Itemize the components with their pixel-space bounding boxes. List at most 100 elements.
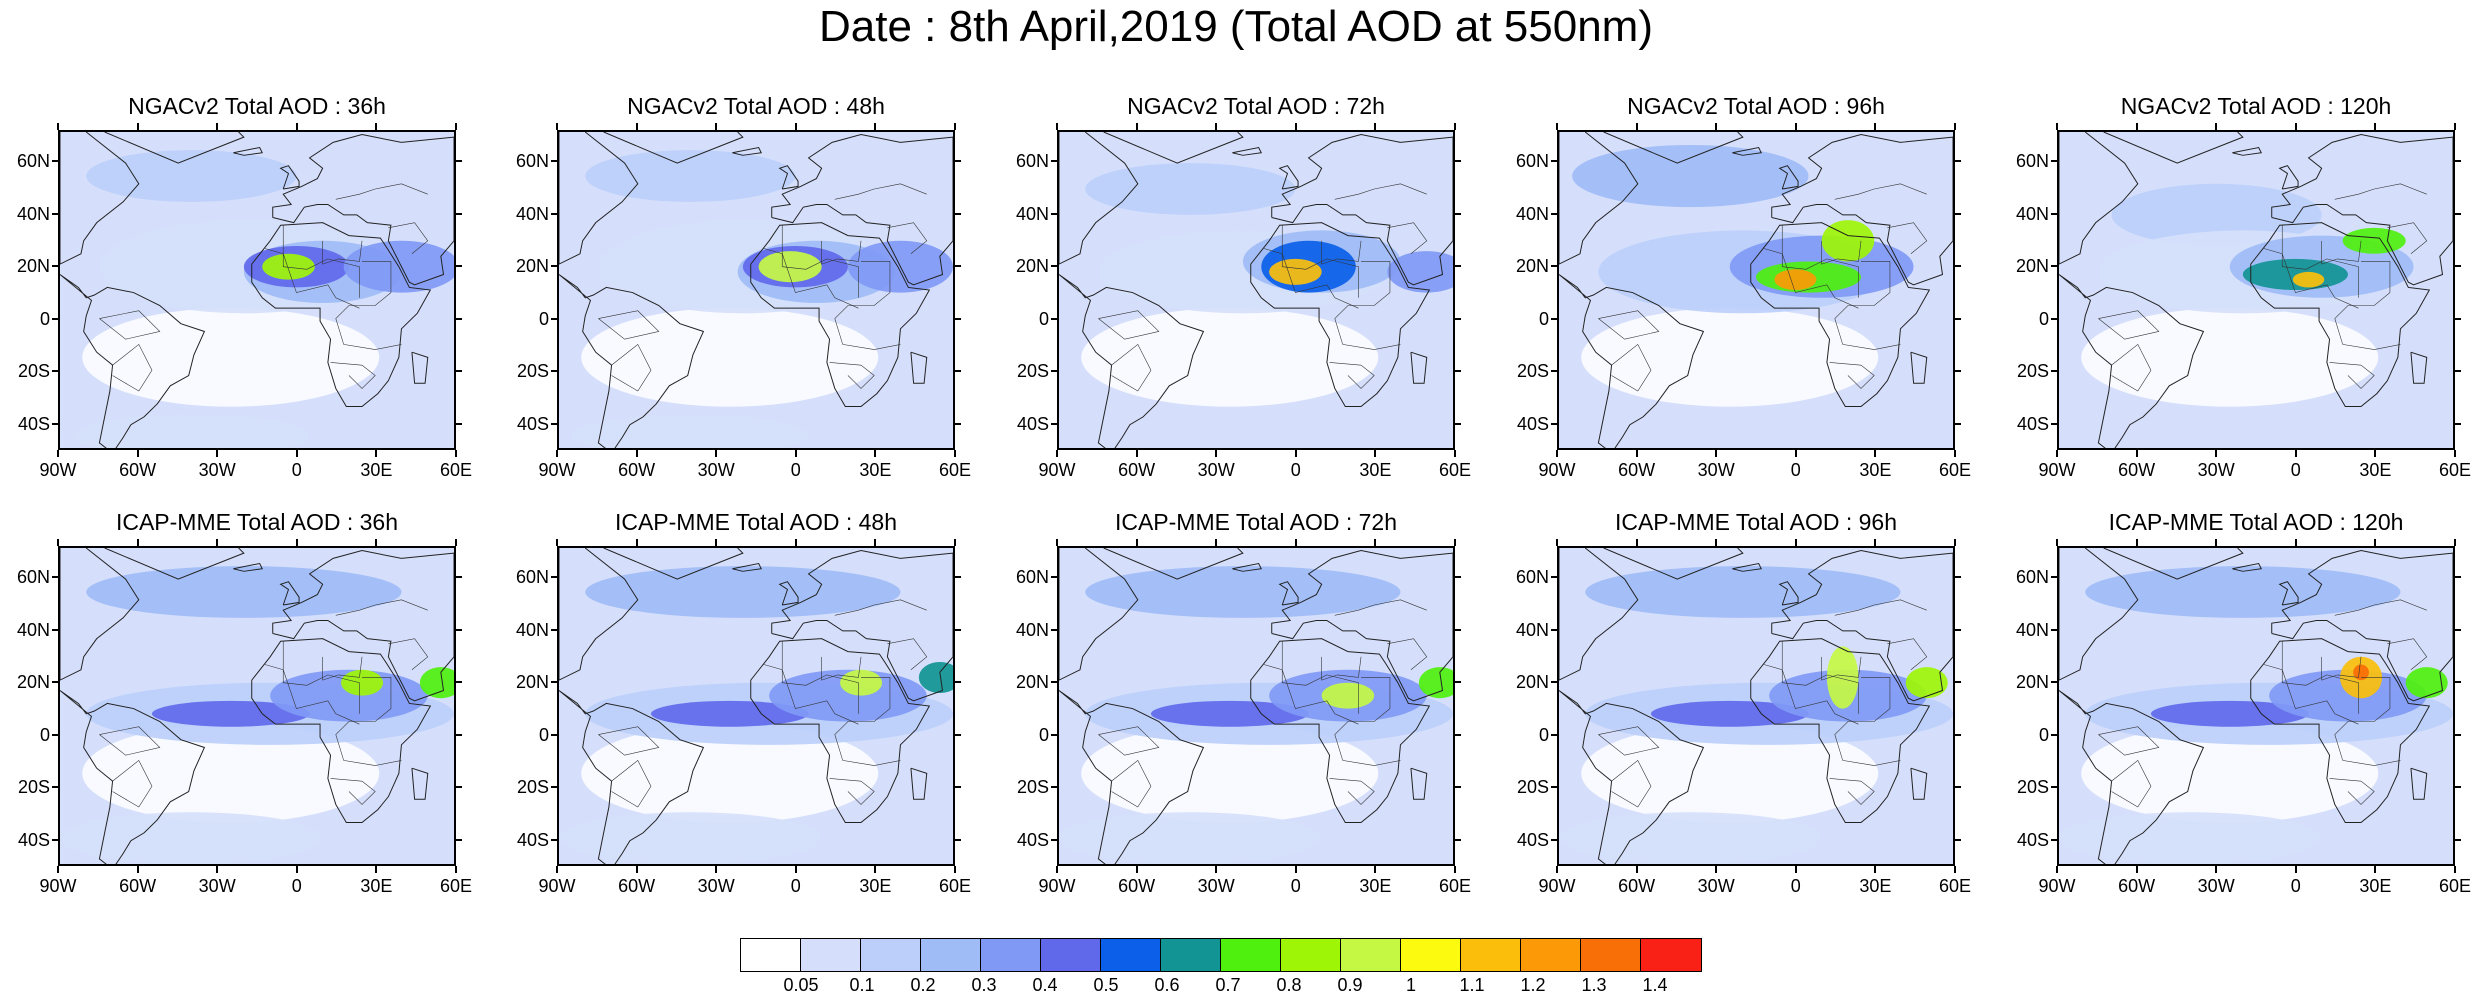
longitude-tick-label: 90W [538,460,576,480]
longitude-tick [794,866,797,873]
longitude-tick-label: 60E [2438,460,2472,480]
longitude-tick [2374,123,2377,130]
longitude-tick [1135,450,1138,457]
aod-plume [1559,812,1822,864]
coastline [732,562,762,572]
latitude-tick [1551,681,1557,684]
longitude-tick-label: 0 [1290,876,1301,896]
longitude-tick [794,539,797,546]
longitude-tick-label: 60W [618,460,656,480]
longitude-tick [57,123,59,130]
longitude-tick [216,450,219,457]
longitude-tick [1715,539,1718,546]
longitude-tick [2294,866,2297,873]
coastline [251,222,432,408]
country-border [821,656,862,681]
coastline [2250,638,2431,824]
longitude-tick-label: 60E [938,876,972,896]
longitude-tick [1715,123,1718,130]
coastline [1559,548,1639,681]
latitude-tick [1551,212,1557,215]
latitude-tick-label: 20N [2015,672,2049,693]
latitude-tick [456,733,462,736]
longitude-tick [295,123,298,130]
country-border [1111,343,1152,392]
aod-map [1557,546,1955,866]
country-border [2334,261,2401,350]
aod-plume [1059,812,1322,864]
latitude-tick-label: 60N [1015,151,1049,172]
longitude-tick [375,539,378,546]
coastline [2410,767,2428,800]
longitude-tick [1454,123,1456,130]
latitude-tick [551,317,557,320]
latitude-tick [456,628,462,631]
colorbar-swatch [1581,939,1641,971]
longitude-tick-label: 60E [439,460,473,480]
latitude-tick-label: 40N [2015,203,2049,224]
colorbar-labels: 0.05 0.1 0.2 0.3 0.4 0.5 0.6 0.7 0.8 0.9 1 1.1 1.2 1.… [740,976,1730,996]
latitude-tick [2455,212,2461,215]
colorbar-tick-label: 1.1 [1459,975,1485,995]
clean-air-region [82,723,380,823]
coastline [2271,134,2453,286]
latitude-tick-label: 40S [1516,413,1549,434]
longitude-tick [794,123,797,130]
latitude-tick [1051,838,1057,841]
longitude-tick [1715,450,1718,457]
longitude-tick [2294,450,2297,457]
aod-plume [1085,566,1401,618]
coastline [1732,562,1762,572]
longitude-tick [2294,123,2297,130]
coastline [2059,690,2205,864]
coastline [1778,165,1799,190]
latitude-tick-label: 20N [1515,672,1549,693]
longitude-tick [2374,866,2377,873]
longitude-tick-label: 60W [2118,876,2156,896]
latitude-tick-label: 60N [515,151,549,172]
colorbar-swatch [1041,939,1101,971]
latitude-tick [1955,681,1961,684]
longitude-tick-label: 0 [291,876,302,896]
longitude-tick-label: 90W [1538,460,1576,480]
latitude-tick [1051,681,1057,684]
latitude-tick [551,370,557,373]
country-border [1334,183,1427,200]
coastline [1278,581,1299,606]
latitude-tick [1955,576,1961,579]
aod-plume [1418,667,1453,699]
latitude-tick [1455,212,1461,215]
longitude-tick [136,539,139,546]
latitude-tick-label: 40N [1515,203,1549,224]
longitude-tick [1215,123,1218,130]
longitude-tick [1374,866,1377,873]
coastline [60,132,140,265]
longitude-tick [375,450,378,457]
country-border [2281,641,2359,714]
latitude-tick-label: 20N [1515,256,1549,277]
country-border [781,641,859,714]
longitude-tick [216,123,219,130]
country-border [335,677,402,766]
aod-map [557,546,955,866]
longitude-tick [954,123,956,130]
longitude-tick [136,123,139,130]
aod-plume [2292,271,2325,288]
latitude-tick [1051,370,1057,373]
longitude-tick-label: 30W [1197,460,1235,480]
country-border [887,222,928,254]
longitude-tick-label: 60W [1618,460,1656,480]
coastline [1559,132,1639,265]
latitude-tick [52,628,58,631]
country-border [1263,664,1359,725]
latitude-tick-label: 20N [1015,256,1049,277]
country-border [1281,225,1359,298]
longitude-tick [635,866,638,873]
longitude-tick-label: 60E [1438,876,1472,896]
coastline [910,767,928,800]
longitude-tick [1874,123,1877,130]
colorbar-tick-label: 0.9 [1337,975,1363,995]
longitude-tick-label: 30E [859,876,892,896]
panel-title: NGACv2 Total AOD : 120h [2120,93,2392,119]
